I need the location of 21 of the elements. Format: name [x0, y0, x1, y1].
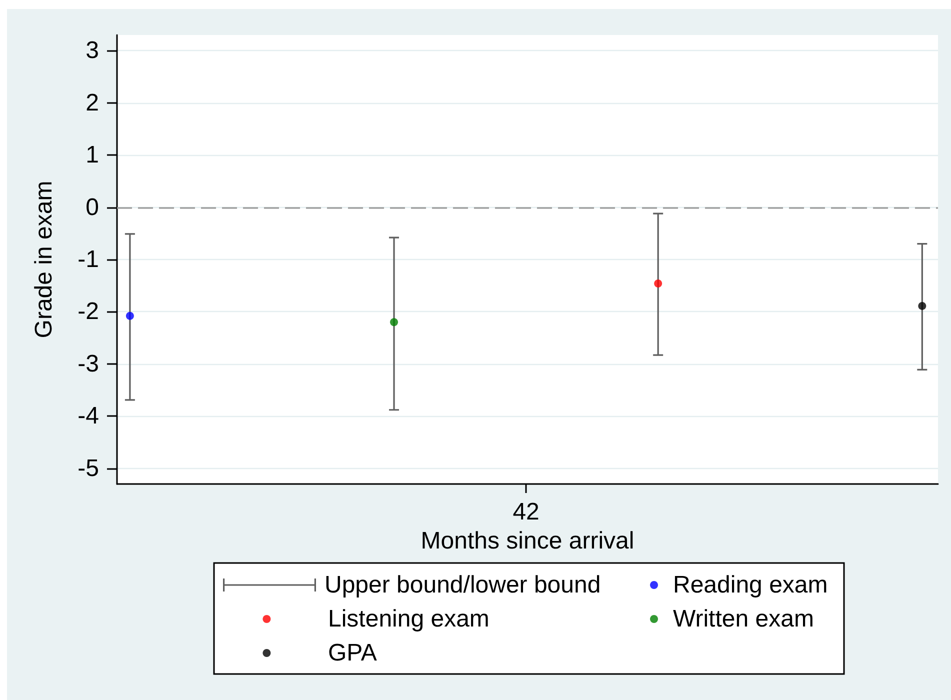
- point: [654, 280, 662, 288]
- point: [126, 312, 134, 320]
- y-tick-label: -4: [78, 402, 99, 430]
- legend-label: Upper bound/lower bound: [324, 572, 601, 598]
- point: [390, 318, 398, 326]
- y-axis-title: Grade in exam: [30, 180, 58, 338]
- legend-label: Written exam: [673, 606, 814, 632]
- text: 42: [512, 498, 540, 526]
- y-tick-label: 2: [86, 89, 99, 116]
- y-tick-label: -1: [78, 246, 99, 273]
- y-tick-label: 3: [86, 37, 99, 64]
- legend-label: GPA: [328, 640, 377, 666]
- legend-label: Reading exam: [673, 572, 828, 598]
- y-tick-label: -2: [78, 298, 99, 326]
- y-tick-label: -3: [78, 350, 99, 378]
- legend-label: Listening exam: [328, 606, 490, 632]
- y-tick-label: 1: [86, 142, 99, 169]
- point: [918, 302, 926, 310]
- y-tick-label: -5: [78, 454, 99, 482]
- x-axis-title: Months since arrival: [420, 527, 634, 554]
- y-tick-label: 0: [86, 194, 99, 221]
